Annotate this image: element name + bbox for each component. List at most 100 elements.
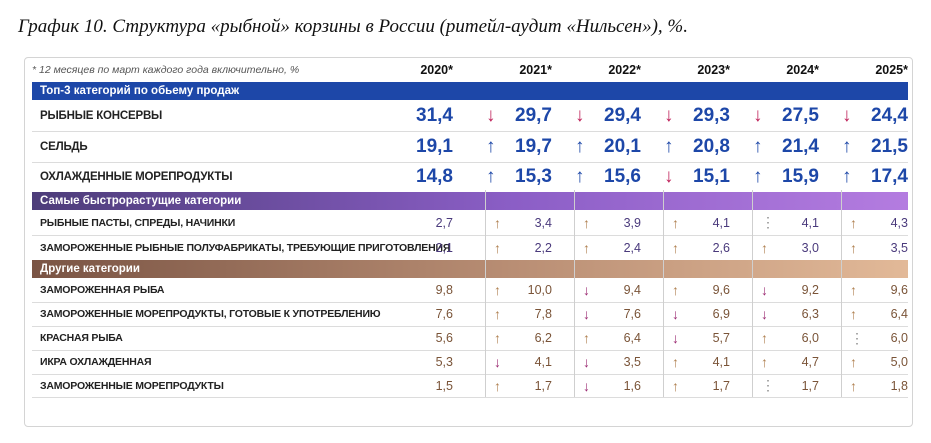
data-value: 2,6: [712, 240, 730, 255]
year-header: 2021*: [519, 63, 552, 77]
arrow-up-icon: ↑: [850, 354, 857, 370]
arrow-up-icon: ↑: [494, 330, 501, 346]
value-cell: ↑ 1,7: [492, 374, 552, 397]
arrow-up-icon: ↑: [753, 135, 763, 157]
value-cell: ↓ 7,6: [581, 302, 641, 326]
data-value: 3,4: [534, 215, 552, 230]
data-value: 4,1: [712, 355, 730, 369]
value-cell: ↓ 24,4: [842, 100, 908, 131]
data-value: 5,0: [890, 355, 908, 369]
arrow-down-icon: ↓: [583, 377, 590, 394]
value-cell: 9,8: [393, 278, 453, 302]
value-cell: ↑ 4,1: [670, 350, 730, 374]
value-cell: ↓ 9,4: [581, 278, 641, 302]
arrow-up-icon: ↑: [583, 239, 590, 256]
data-value: 14,8: [416, 166, 453, 187]
arrow-up-icon: ↑: [486, 135, 496, 157]
year-header: 2025*: [875, 63, 908, 77]
table-row: ЗАМОРОЖЕННЫЕ РЫБНЫЕ ПОЛУФАБРИКАТЫ, ТРЕБУ…: [32, 235, 908, 260]
table-row: ОХЛАЖДЕННЫЕ МОРЕПРОДУКТЫ 14,8 ↑ 15,3 ↑ 15,6 ↓ 1…: [32, 162, 908, 192]
value-cell: ↑ 6,4: [848, 302, 908, 326]
data-value: 5,3: [435, 355, 453, 369]
data-value: 17,4: [871, 166, 908, 187]
value-cell: ↓ 27,5: [753, 100, 819, 131]
data-value: 4,1: [712, 215, 730, 230]
data-value: 15,6: [604, 166, 641, 187]
value-cell: 5,3: [393, 350, 453, 374]
row-divider: [32, 302, 908, 303]
arrow-up-icon: ↑: [494, 282, 501, 298]
value-cell: 19,1: [393, 131, 453, 162]
value-cell: ↑ 21,5: [842, 131, 908, 162]
row-divider: [32, 397, 908, 398]
data-value: 19,7: [515, 135, 552, 157]
value-cell: ↑ 2,6: [670, 235, 730, 260]
data-value: 3,9: [623, 215, 641, 230]
data-value: 27,5: [782, 104, 819, 126]
column-divider: [663, 190, 664, 397]
arrow-up-icon: ↑: [761, 239, 768, 256]
arrow-down-icon: ↓: [494, 354, 501, 370]
arrow-down-icon: ↓: [842, 104, 852, 126]
value-cell: ↑ 15,3: [486, 162, 552, 192]
value-cell: ↑ 9,6: [670, 278, 730, 302]
value-cell: ↑ 7,8: [492, 302, 552, 326]
data-value: 29,7: [515, 104, 552, 126]
value-cell: ↓ 6,3: [759, 302, 819, 326]
data-value: 2,4: [623, 240, 641, 255]
value-cell: ↑ 20,8: [664, 131, 730, 162]
data-value: 10,0: [527, 283, 552, 297]
arrow-up-icon: ↑: [664, 135, 674, 157]
table-header: * 12 месяцев по март каждого года включи…: [32, 63, 910, 81]
data-value: 24,4: [871, 104, 908, 126]
table-row: ЗАМОРОЖЕННЫЕ МОРЕПРОДУКТЫ, ГОТОВЫЕ К УПО…: [32, 302, 908, 326]
data-value: 4,1: [534, 355, 552, 369]
table-card: [24, 57, 913, 427]
value-cell: ↑ 6,2: [492, 326, 552, 350]
data-value: 3,0: [801, 240, 819, 255]
arrow-up-icon: ↑: [672, 239, 679, 256]
data-value: 20,8: [693, 135, 730, 157]
period-note: * 12 месяцев по март каждого года включи…: [32, 64, 300, 76]
value-cell: ↑ 3,4: [492, 210, 552, 235]
arrow-down-icon: ↓: [672, 306, 679, 322]
value-cell: ↑ 2,4: [581, 235, 641, 260]
data-value: 15,1: [693, 166, 730, 187]
arrow-up-icon: ↑: [761, 330, 768, 346]
value-cell: ↓ 4,1: [492, 350, 552, 374]
arrow-up-icon: ↑: [583, 214, 590, 231]
arrow-up-icon: ↑: [850, 306, 857, 322]
row-label: ЗАМОРОЖЕННЫЕ МОРЕПРОДУКТЫ: [40, 379, 224, 392]
data-value: 3,5: [890, 240, 908, 255]
arrow-up-icon: ↑: [494, 239, 501, 256]
data-value: 7,6: [623, 307, 641, 321]
data-value: 1,7: [801, 378, 819, 393]
value-cell: ⋮ 6,0: [848, 326, 908, 350]
arrow-up-icon: ↑: [753, 166, 763, 187]
value-cell: ↑ 3,0: [759, 235, 819, 260]
arrow-up-icon: ↑: [494, 306, 501, 322]
arrow-down-icon: ↓: [575, 104, 585, 126]
table-row: РЫБНЫЕ ПАСТЫ, СПРЕДЫ, НАЧИНКИ 2,7 ↑ 3,4 ↑ 3,9…: [32, 210, 908, 235]
table-row: ЗАМОРОЖЕННАЯ РЫБА 9,8 ↑ 10,0 ↓ 9,4 ↑ 9,6 ↓ 9,2 ↑ 9,…: [32, 278, 908, 302]
data-value: 1,7: [534, 378, 552, 393]
value-cell: ↓ 5,7: [670, 326, 730, 350]
data-value: 15,3: [515, 166, 552, 187]
value-cell: ↑ 15,6: [575, 162, 641, 192]
data-value: 31,4: [416, 104, 453, 126]
data-value: 2,2: [534, 240, 552, 255]
column-divider: [485, 190, 486, 397]
arrow-down-icon: ↓: [664, 166, 674, 187]
value-cell: ↑ 19,7: [486, 131, 552, 162]
value-cell: 31,4: [393, 100, 453, 131]
arrow-up-icon: ↑: [575, 135, 585, 157]
value-cell: 1,5: [393, 374, 453, 397]
arrow-down-icon: ↓: [672, 330, 679, 346]
value-cell: ↑ 3,5: [848, 235, 908, 260]
arrow-up-icon: ↑: [672, 354, 679, 370]
arrow-up-icon: ↑: [842, 135, 852, 157]
data-value: 6,9: [712, 307, 730, 321]
column-divider: [574, 190, 575, 397]
arrow-up-icon: ↑: [761, 354, 768, 370]
data-value: 29,3: [693, 104, 730, 126]
